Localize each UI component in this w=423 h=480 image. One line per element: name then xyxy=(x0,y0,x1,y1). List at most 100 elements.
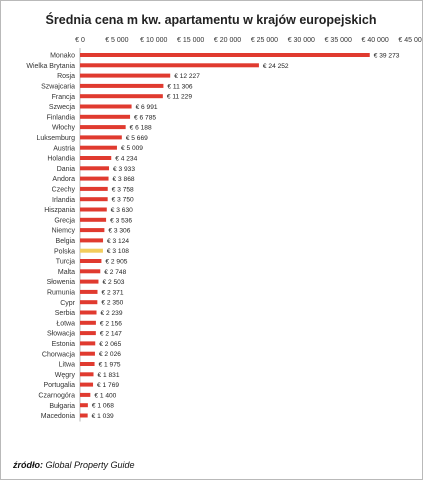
value-label: € 2 026 xyxy=(99,351,121,358)
value-label: € 24 252 xyxy=(263,63,289,70)
bar xyxy=(80,238,104,243)
value-label: € 1 975 xyxy=(99,362,121,369)
value-label: € 2 350 xyxy=(101,300,123,307)
bar xyxy=(80,73,171,78)
category-label: Luksemburg xyxy=(36,135,75,142)
category-label: Łotwa xyxy=(56,320,75,327)
category-label: Monako xyxy=(50,53,75,60)
bar xyxy=(80,413,88,418)
category-label: Węgry xyxy=(55,372,76,379)
value-label: € 3 306 xyxy=(108,228,130,235)
bar xyxy=(80,114,131,119)
category-label: Bułgaria xyxy=(49,403,75,410)
bar xyxy=(80,372,94,377)
bar xyxy=(80,63,259,68)
category-label: Słowenia xyxy=(47,279,76,286)
bar xyxy=(80,228,105,233)
bar xyxy=(80,135,122,140)
value-label: € 3 758 xyxy=(112,186,134,193)
value-label: € 3 868 xyxy=(113,176,135,183)
bar xyxy=(80,320,96,325)
value-label: € 2 065 xyxy=(99,341,121,348)
value-label: € 3 750 xyxy=(112,197,134,204)
bar xyxy=(80,362,95,366)
category-label: Rosja xyxy=(57,73,75,80)
value-label: € 4 234 xyxy=(115,156,137,163)
value-label: € 1 831 xyxy=(98,372,120,379)
value-label: € 2 905 xyxy=(105,259,127,266)
x-tick-label: € 35 000 xyxy=(325,37,352,44)
value-label: € 5 669 xyxy=(126,135,148,142)
category-label: Macedonia xyxy=(41,413,75,420)
bar xyxy=(80,269,101,274)
value-label: € 3 536 xyxy=(110,217,132,224)
category-label: Słowacja xyxy=(47,331,75,338)
category-label: Rumunia xyxy=(47,290,75,297)
x-tick-label: € 10 000 xyxy=(140,37,167,44)
bar xyxy=(80,207,107,212)
bar xyxy=(80,166,110,171)
category-label: Andora xyxy=(52,176,75,183)
bar xyxy=(80,341,96,346)
category-label: Finlandia xyxy=(47,114,76,121)
value-label: € 39 273 xyxy=(374,53,400,60)
bar xyxy=(80,300,98,305)
value-label: € 2 371 xyxy=(101,289,123,296)
value-label: € 6 188 xyxy=(130,125,152,132)
bar xyxy=(80,53,370,57)
bar xyxy=(80,176,109,181)
value-label: € 2 147 xyxy=(100,331,122,338)
category-label: Turcja xyxy=(56,259,75,266)
category-label: Belgia xyxy=(56,238,76,245)
value-label: € 3 933 xyxy=(113,166,135,173)
x-tick-label: € 30 000 xyxy=(288,37,315,44)
x-tick-label: € 25 000 xyxy=(251,37,278,44)
bar xyxy=(80,279,99,284)
bar xyxy=(80,351,95,356)
source-text: Global Property Guide xyxy=(45,460,135,470)
value-label: € 1 400 xyxy=(94,392,116,399)
value-label: € 2 239 xyxy=(101,310,123,317)
value-label: € 1 769 xyxy=(97,382,119,389)
value-label: € 2 748 xyxy=(104,269,126,276)
category-label: Grecja xyxy=(54,217,75,224)
value-label: € 1 068 xyxy=(92,403,114,410)
category-label: Dania xyxy=(57,166,75,173)
bar-highlight xyxy=(80,248,103,253)
category-label: Wielka Brytania xyxy=(26,63,75,70)
value-label: € 6 785 xyxy=(134,114,156,121)
category-label: Włochy xyxy=(52,125,75,132)
x-tick-label: € 45 000 xyxy=(398,37,422,44)
value-label: € 12 227 xyxy=(174,73,200,80)
chart-title: Średnia cena m kw. apartamentu w krajów … xyxy=(46,12,377,27)
bar xyxy=(80,382,94,387)
category-label: Estonia xyxy=(52,341,75,348)
value-label: € 3 630 xyxy=(111,207,133,214)
bar xyxy=(80,403,88,408)
x-axis-ticks: € 0 € 5 000 € 10 000 € 15 000 € 20 000 € 25 0… xyxy=(75,37,422,44)
bar xyxy=(80,289,98,294)
x-tick-label: € 15 000 xyxy=(177,37,204,44)
value-label: € 2 156 xyxy=(100,320,122,327)
value-label: € 2 503 xyxy=(102,279,124,286)
bar xyxy=(80,156,112,160)
category-label: Irlandia xyxy=(52,197,75,204)
category-label: Portugalia xyxy=(43,382,75,389)
category-label: Francja xyxy=(52,94,75,101)
value-label: € 11 306 xyxy=(167,83,193,90)
bar xyxy=(80,197,108,202)
category-label: Litwa xyxy=(59,362,75,369)
value-label: € 6 991 xyxy=(136,104,158,111)
bar xyxy=(80,125,126,130)
source-label: źródło: xyxy=(13,460,43,470)
category-label: Cypr xyxy=(60,300,75,307)
source-note: źródło: Global Property Guide xyxy=(13,460,135,470)
x-tick-label: € 40 000 xyxy=(361,37,388,44)
x-tick-label: € 5 000 xyxy=(105,37,128,44)
category-label: Niemcy xyxy=(52,228,76,235)
x-tick-label: € 20 000 xyxy=(214,37,241,44)
category-label: Czechy xyxy=(52,187,76,194)
category-label: Polska xyxy=(54,248,75,255)
value-label: € 5 009 xyxy=(121,145,143,152)
